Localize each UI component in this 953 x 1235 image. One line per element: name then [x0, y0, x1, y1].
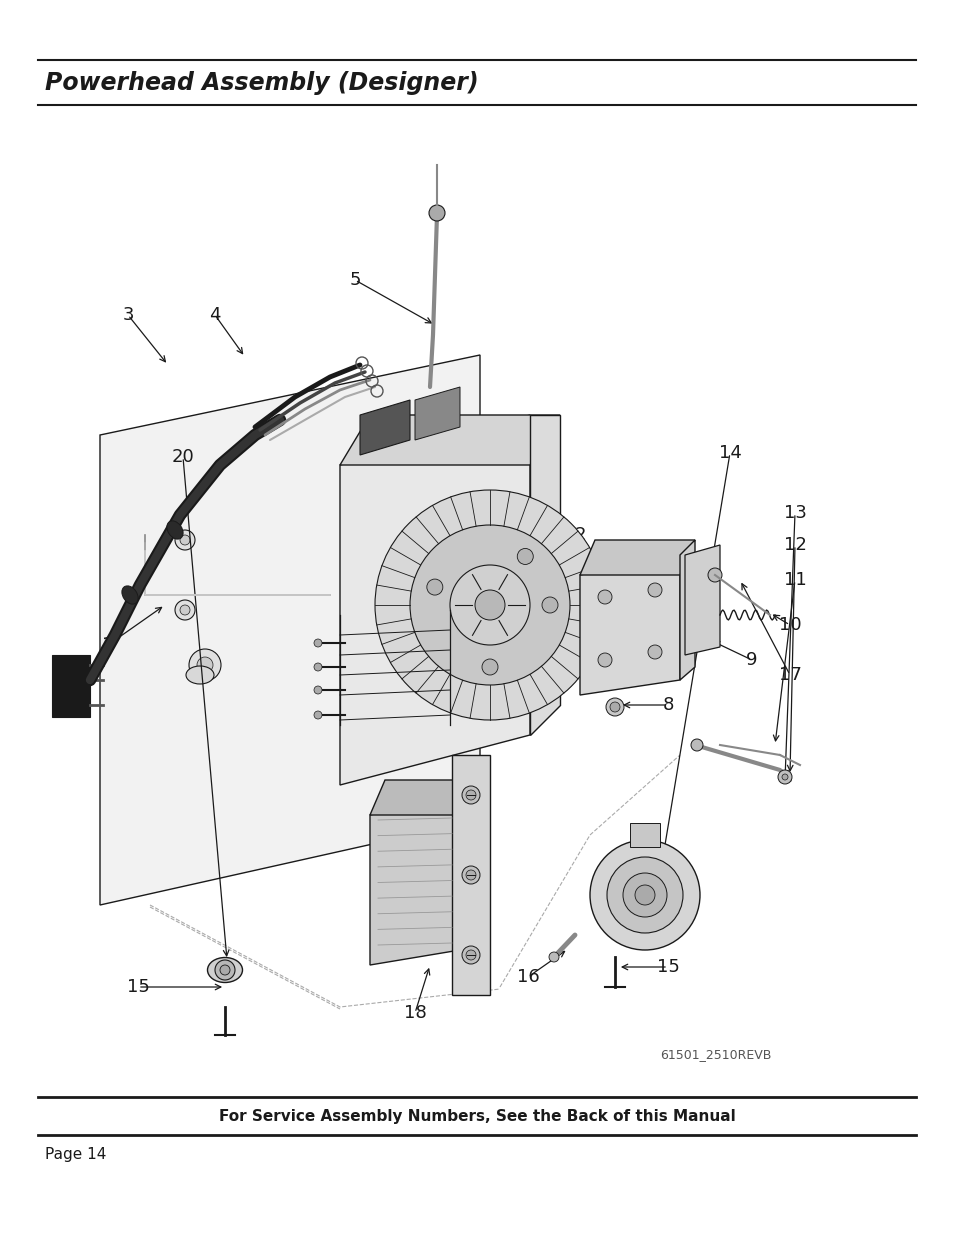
Circle shape	[517, 548, 533, 564]
Text: 15: 15	[656, 958, 679, 976]
Text: 15: 15	[127, 978, 150, 995]
Polygon shape	[52, 655, 90, 718]
Text: 10: 10	[778, 616, 801, 634]
Text: 9: 9	[745, 651, 757, 669]
Polygon shape	[339, 415, 530, 785]
Ellipse shape	[186, 666, 213, 684]
Circle shape	[465, 950, 476, 960]
Polygon shape	[339, 415, 559, 466]
Ellipse shape	[122, 585, 138, 604]
Circle shape	[598, 653, 612, 667]
Circle shape	[426, 579, 442, 595]
Ellipse shape	[167, 521, 183, 540]
Polygon shape	[370, 781, 475, 815]
Polygon shape	[359, 400, 410, 454]
Text: 13: 13	[782, 504, 805, 522]
Polygon shape	[579, 540, 695, 576]
Text: 20: 20	[172, 448, 194, 466]
Circle shape	[375, 490, 604, 720]
Circle shape	[622, 873, 666, 918]
Circle shape	[220, 965, 230, 974]
Text: 8: 8	[661, 697, 673, 714]
Circle shape	[475, 590, 504, 620]
Text: Powerhead Assembly (Designer): Powerhead Assembly (Designer)	[45, 70, 478, 95]
Circle shape	[781, 774, 787, 781]
Circle shape	[465, 869, 476, 881]
Circle shape	[465, 790, 476, 800]
Polygon shape	[100, 354, 479, 905]
Ellipse shape	[208, 957, 242, 983]
Polygon shape	[530, 415, 559, 735]
Circle shape	[605, 698, 623, 716]
Circle shape	[314, 663, 322, 671]
Circle shape	[707, 568, 721, 582]
Circle shape	[461, 785, 479, 804]
Circle shape	[647, 645, 661, 659]
Circle shape	[609, 701, 619, 713]
Polygon shape	[370, 795, 459, 965]
Text: 61501_2510REVB: 61501_2510REVB	[659, 1049, 771, 1062]
Text: 4: 4	[209, 306, 220, 324]
Circle shape	[410, 525, 569, 685]
Text: 2: 2	[574, 526, 585, 543]
Text: For Service Assembly Numbers, See the Back of this Manual: For Service Assembly Numbers, See the Ba…	[218, 1109, 735, 1125]
Polygon shape	[679, 540, 695, 680]
Circle shape	[635, 885, 655, 905]
Text: 16: 16	[517, 968, 538, 986]
Circle shape	[461, 866, 479, 884]
Circle shape	[589, 840, 700, 950]
Circle shape	[429, 205, 444, 221]
Circle shape	[314, 685, 322, 694]
Circle shape	[548, 952, 558, 962]
Text: 1: 1	[102, 636, 113, 655]
Circle shape	[174, 600, 194, 620]
Text: 18: 18	[403, 1004, 426, 1023]
Circle shape	[180, 605, 190, 615]
Text: 3: 3	[122, 306, 133, 324]
Circle shape	[196, 657, 213, 673]
Circle shape	[647, 583, 661, 597]
Circle shape	[690, 739, 702, 751]
Circle shape	[598, 590, 612, 604]
Text: Page 14: Page 14	[45, 1147, 107, 1162]
Text: 17: 17	[778, 666, 801, 684]
Text: 5: 5	[349, 270, 360, 289]
Polygon shape	[629, 823, 659, 847]
Circle shape	[180, 535, 190, 545]
Polygon shape	[579, 555, 679, 695]
Circle shape	[189, 650, 221, 680]
Polygon shape	[452, 755, 490, 995]
Circle shape	[174, 530, 194, 550]
Circle shape	[314, 711, 322, 719]
Circle shape	[461, 946, 479, 965]
Circle shape	[778, 769, 791, 784]
Circle shape	[541, 597, 558, 613]
Circle shape	[606, 857, 682, 932]
Circle shape	[314, 638, 322, 647]
Text: 12: 12	[782, 536, 805, 555]
Polygon shape	[415, 387, 459, 440]
Polygon shape	[684, 545, 720, 655]
Text: 11: 11	[782, 571, 805, 589]
Text: 14: 14	[718, 445, 740, 462]
Circle shape	[450, 564, 530, 645]
Circle shape	[481, 659, 497, 676]
Circle shape	[214, 960, 234, 981]
